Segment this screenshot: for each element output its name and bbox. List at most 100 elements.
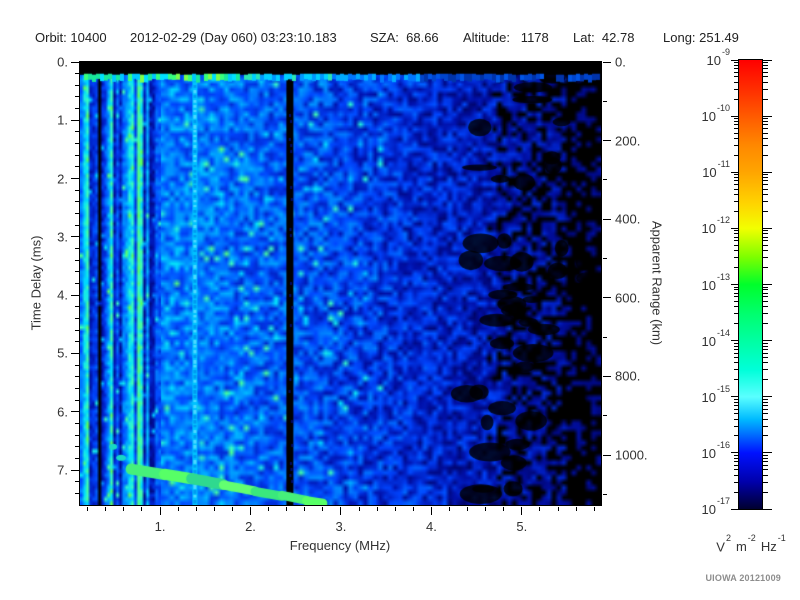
colorbar-tick — [734, 121, 738, 123]
colorbar-tick — [763, 296, 768, 298]
colorbar-tick — [763, 401, 768, 403]
colorbar-tick — [734, 345, 738, 347]
colorbar-tick — [763, 177, 768, 179]
axis-tick — [575, 507, 577, 511]
colorbar-tick-label: 10-17 — [701, 495, 730, 518]
colorbar-tick — [731, 340, 738, 342]
unit-hertz-exp: -1 — [777, 533, 786, 543]
axis-tick — [75, 492, 79, 494]
axis-tick — [539, 507, 541, 511]
colorbar-tick — [734, 64, 738, 66]
colorbar-tick — [763, 491, 768, 493]
axis-tick — [75, 317, 79, 319]
colorbar-tick — [731, 284, 738, 285]
colorbar-tick — [734, 491, 738, 493]
colorbar-tick — [763, 340, 772, 342]
colorbar-tick — [734, 379, 738, 381]
colorbar-tick — [734, 201, 738, 203]
axis-tick — [71, 352, 79, 354]
y-right-tick-label: 1000. — [615, 447, 648, 463]
colorbar — [738, 59, 763, 510]
colorbar-tick — [763, 369, 768, 371]
axis-tick — [141, 507, 143, 511]
axis-tick — [603, 336, 607, 338]
axis-tick — [603, 100, 607, 102]
colorbar-tick — [734, 474, 738, 476]
axis-tick — [75, 84, 79, 86]
colorbar-tick — [734, 177, 738, 179]
y-left-tick-label: 3. — [57, 229, 68, 245]
unit-hertz: Hz — [760, 539, 777, 555]
colorbar-tick — [763, 352, 768, 354]
y-left-tick-label: 2. — [57, 171, 68, 187]
colorbar-tick — [763, 313, 768, 315]
colorbar-tick — [734, 144, 738, 146]
axis-tick — [593, 507, 595, 511]
x-tick-label: 1. — [154, 519, 166, 534]
axis-tick — [75, 376, 79, 378]
axis-tick — [557, 507, 559, 511]
axis-tick — [358, 507, 360, 511]
colorbar-tick — [734, 296, 738, 298]
axis-tick — [603, 140, 611, 142]
colorbar-tick-label: 10-12 — [701, 215, 730, 237]
axis-tick — [71, 411, 79, 413]
header-orbit: Orbit: 10400 — [35, 30, 107, 45]
spectrogram-frame — [79, 61, 602, 506]
axis-tick — [603, 415, 607, 417]
colorbar-tick — [734, 418, 738, 420]
colorbar-tick — [763, 240, 768, 242]
spectrogram-canvas — [80, 62, 601, 505]
axis-tick — [430, 507, 432, 515]
colorbar-tick — [763, 132, 768, 134]
axis-tick — [123, 507, 125, 511]
y-right-tick-label: 400. — [615, 211, 641, 227]
colorbar-tick — [734, 398, 738, 400]
colorbar-tick — [734, 128, 738, 130]
y-left-tick-label: 5. — [57, 345, 68, 361]
axis-tick — [75, 248, 79, 250]
colorbar-tick — [734, 408, 738, 410]
colorbar-tick — [763, 300, 768, 302]
axis-tick — [71, 119, 79, 121]
axis-tick — [71, 61, 79, 63]
colorbar-tick — [763, 357, 768, 359]
colorbar-tick — [734, 425, 738, 427]
y-left-tick-label: 1. — [57, 112, 68, 128]
axis-tick — [71, 294, 79, 296]
credit-stamp: UIOWA 20121009 — [705, 573, 781, 583]
axis-tick — [75, 457, 79, 459]
axis-tick — [376, 507, 378, 511]
colorbar-tick — [763, 257, 768, 259]
colorbar-tick — [734, 71, 738, 73]
axis-tick — [340, 507, 342, 515]
unit-meters-exp: -2 — [747, 533, 756, 543]
colorbar-tick — [734, 184, 738, 186]
axis-tick — [75, 224, 79, 226]
axis-tick — [75, 154, 79, 156]
y-axis-right-title: Apparent Range (km) — [649, 220, 665, 346]
colorbar-tick — [763, 188, 768, 190]
colorbar-tick — [734, 454, 738, 456]
unit-volts: V — [716, 539, 725, 555]
colorbar-tick — [763, 454, 768, 456]
colorbar-tick — [763, 396, 772, 398]
colorbar-tick — [734, 81, 738, 83]
axis-tick — [75, 434, 79, 436]
colorbar-tick — [731, 396, 738, 398]
y-right-tick-label: 200. — [615, 133, 641, 149]
colorbar-tick — [763, 180, 768, 182]
colorbar-tick — [763, 348, 768, 350]
axis-tick — [286, 507, 288, 511]
colorbar-tick — [734, 357, 738, 359]
axis-tick — [603, 297, 611, 299]
axis-tick — [268, 507, 270, 511]
colorbar-tick — [763, 469, 768, 471]
y-left-tick-label: 4. — [57, 287, 68, 303]
colorbar-tick — [763, 210, 768, 212]
colorbar-tick — [763, 68, 768, 70]
axis-tick — [603, 61, 611, 63]
axis-tick — [71, 178, 79, 180]
colorbar-tick — [763, 398, 768, 400]
colorbar-tick — [731, 452, 738, 454]
